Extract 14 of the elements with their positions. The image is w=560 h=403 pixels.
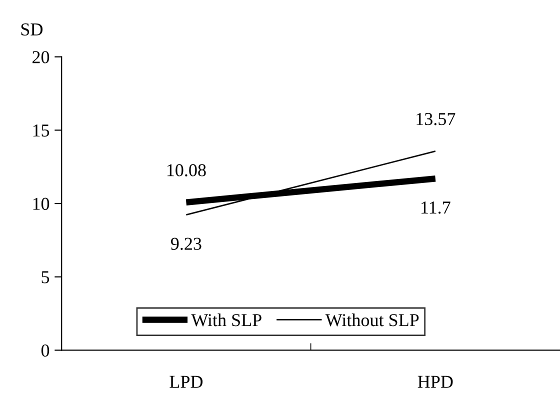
y-tick-label: 10 <box>33 198 50 210</box>
data-label: 10.08 <box>167 164 206 176</box>
y-axis-title: SD <box>21 23 43 36</box>
data-label: 13.57 <box>416 112 456 126</box>
y-tick-label: 20 <box>32 51 50 64</box>
data-label: 9.23 <box>170 238 202 250</box>
x-tick-label: LPD <box>170 376 203 388</box>
legend-label: With SLP <box>191 314 262 326</box>
y-tick-label: 5 <box>42 271 50 284</box>
legend-label: Without SLP <box>325 314 419 326</box>
x-tick-label: HPD <box>418 376 453 388</box>
y-tick-label: 15 <box>33 124 50 137</box>
data-label: 11.7 <box>422 202 450 214</box>
y-tick-label: 0 <box>41 344 50 357</box>
